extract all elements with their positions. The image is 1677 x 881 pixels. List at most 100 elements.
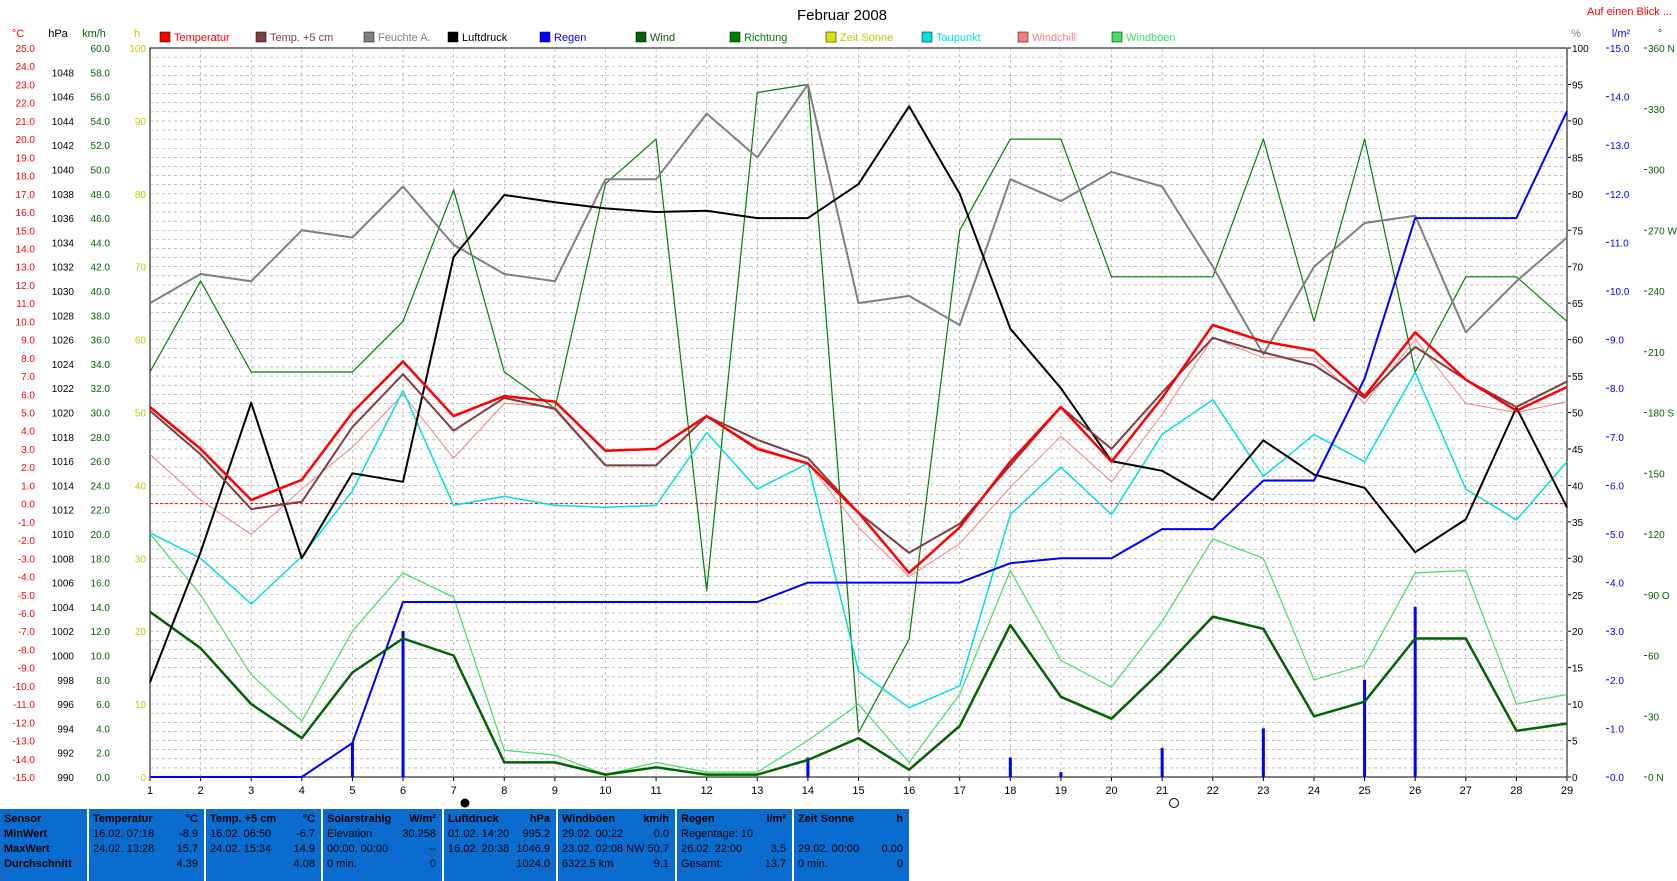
sonne-header: Zeit Sonne [798,813,855,825]
rain-bar-day-18 [1008,757,1012,777]
stats-temperatur-panel: Temperatur °C 16.02. 07:18 -8.9 24.02. 13:… [89,809,204,881]
series-line-windb-en [149,533,1568,776]
y-tick-hpa: 990 [57,773,74,784]
rain-bar-day-14 [806,757,810,777]
y-tick-temp: 15.0 [16,226,36,237]
y-tick-deg: 150 [1648,469,1665,480]
y-tick-hpa: 1034 [52,238,75,249]
y-tick-temp: 14.0 [16,244,36,255]
y-tick-temp: -8.0 [18,645,36,656]
y-tick-hpa: 1014 [52,481,75,492]
row-label-sensor: Sensor [4,813,42,825]
regen-max-time: 26.02. 22:00 [681,843,743,855]
y-tick-deg: 180 S [1648,409,1674,420]
luftdruck-min-time: 01.02. 14:20 [448,828,510,840]
y-tick-hpa: 1040 [52,166,75,177]
y-tick-deg: 300 [1648,166,1665,177]
legend-swatch [255,31,267,43]
legend-label: Zeit Sonne [840,32,893,44]
x-tick-label: 11 [650,785,661,797]
y-tick-percent: 80 [1572,190,1584,201]
rain-bar-day-21 [1160,747,1164,777]
y-tick-rain: 12.0 [1610,190,1630,201]
unit-temp: °C [12,28,24,40]
y-tick-rain: 7.0 [1610,433,1624,444]
y-tick-percent: 40 [1572,481,1584,492]
new-moon-icon [460,798,470,808]
x-tick-label: 6 [400,785,406,797]
y-tick-kmh: 2.0 [96,749,110,760]
x-tick-label: 16 [903,785,915,797]
legend-label: Temp. +5 cm [270,32,333,44]
windboeen-avg-value: 9.1 [653,858,669,870]
y-tick-hpa: 1016 [52,457,75,468]
sonne-max-time: 29.02. 00:00 [798,843,860,855]
windboeen-max-value: NW 50.7 [626,843,669,855]
windboeen-min-time: 29.02. 00:22 [562,828,624,840]
x-tick-label: 25 [1358,785,1370,797]
y-tick-deg: 210 [1648,348,1665,359]
temperatur-min-time: 16.02. 07:18 [93,828,155,840]
series-line-feuchte-a- [149,83,1568,356]
y-tick-hpa: 1030 [52,287,75,298]
chart-axes: 25.0 24.0 23.0 22.0 21.0 20.0 19.0 18.0 17.0 16.0… [12,44,1677,784]
legend-swatch [363,31,375,43]
y-tick-temp: 5.0 [21,409,35,420]
y-tick-kmh: 18.0 [91,554,111,565]
x-tick-label: 10 [599,785,611,797]
y-tick-percent: 85 [1572,153,1584,164]
solar-max-value: -- [428,843,436,855]
y-tick-kmh: 24.0 [91,481,111,492]
y-tick-hpa: 1010 [52,530,75,541]
y-tick-temp: -11.0 [13,700,35,711]
weather-chart: Februar 2008 Auf einen Blick ... °C hPa … [11,6,1677,808]
y-tick-hpa: 996 [57,700,74,711]
y-tick-kmh: 42.0 [91,263,111,274]
chart-canvas: Februar 2008 Auf einen Blick ... °C hPa … [12,6,1677,808]
y-tick-deg: 0 N [1648,773,1664,784]
y-tick-kmh: 30.0 [91,409,111,420]
legend-swatch [1111,31,1123,43]
temperatur-avg-value: 4.39 [176,858,198,870]
overview-link[interactable]: Auf einen Blick ... [1587,6,1672,18]
y-tick-deg: 60 [1648,652,1660,663]
legend-swatch [921,31,933,43]
y-tick-kmh: 58.0 [91,68,111,79]
y-tick-temp: -3.0 [18,554,36,565]
y-tick-percent: 60 [1572,336,1584,347]
series-line-wind [149,610,1568,776]
regen-header: Regen [681,813,715,825]
y-tick-percent: 65 [1572,299,1584,310]
y-tick-temp: 19.0 [16,153,36,164]
x-tick-label: 26 [1409,785,1421,797]
y-tick-percent: 10 [1572,700,1584,711]
row-label-avg: Durchschnitt [4,858,72,870]
windboeen-distance: 6322.5 km [562,858,614,870]
y-tick-percent: 55 [1572,372,1584,383]
y-tick-temp: 8.0 [21,354,35,365]
y-tick-temp: 9.0 [21,336,35,347]
temp5-unit: °C [302,813,315,825]
windboeen-max-time: 23.02. 02:08 [562,843,624,855]
y-tick-hpa: 1004 [52,603,75,614]
rain-bar-day-6 [401,631,405,777]
stats-temp5-panel: Temp. +5 cm °C 16.02. 06:50 -6.7 24.02. 15… [206,809,321,881]
y-tick-kmh: 8.0 [96,676,110,687]
series-line-luftdruck [149,105,1568,683]
y-tick-hpa: 1032 [52,263,75,274]
y-tick-rain: 13.0 [1610,141,1630,152]
x-tick-label: 20 [1105,785,1117,797]
y-tick-hours: 10 [135,700,147,711]
rain-bar-day-19 [1059,772,1063,777]
legend-swatch [635,31,647,43]
x-tick-label: 1 [147,785,153,797]
solar-avg-value: 0 [429,858,436,870]
x-tick-label: 5 [349,785,355,797]
y-tick-percent: 100 [1572,44,1589,55]
stats-regen-panel: Regen l/m² Regentage: 10 26.02. 22:00 3.5 … [677,809,792,881]
y-tick-hours: 80 [135,190,147,201]
unit-kmh: km/h [82,28,106,40]
y-tick-percent: 20 [1572,627,1584,638]
legend-label: Richtung [744,32,787,44]
y-tick-temp: 20.0 [16,135,36,146]
